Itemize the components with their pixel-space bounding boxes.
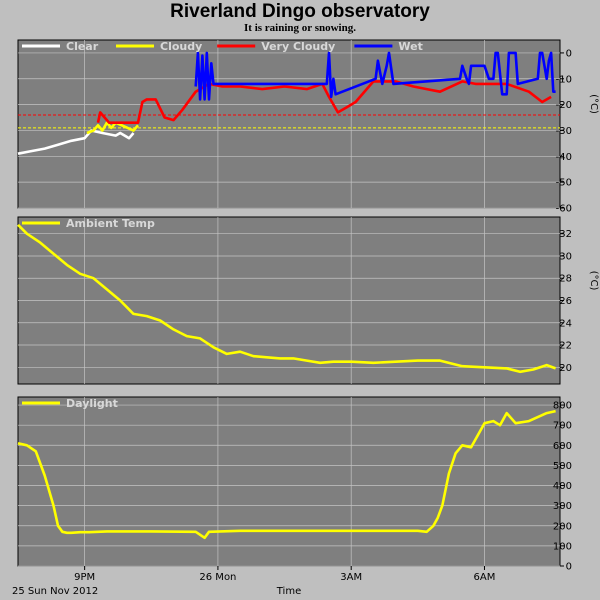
panel-background bbox=[17, 396, 561, 567]
series-line-very-cloudy bbox=[96, 80, 552, 124]
y-tick-label: 26 bbox=[559, 296, 572, 307]
legend-label: Daylight bbox=[66, 397, 118, 410]
y-tick-label: 30 bbox=[559, 251, 572, 262]
y-tick-label: 800 bbox=[553, 401, 572, 412]
y-tick-label: 0 bbox=[566, 562, 572, 573]
cloud-panel: 0 -10 -20 -30 -40 -50 -60 (°C) Clear Cloudy Very C… bbox=[17, 39, 599, 215]
y-tick-label: -10 bbox=[556, 74, 572, 85]
y-tick-label: 0 bbox=[566, 48, 572, 59]
y-tick-label: 32 bbox=[559, 229, 572, 240]
ambient-panel: 20 22 24 26 28 30 32 (°C) Ambient Temp bbox=[17, 216, 599, 385]
y-tick-label: 100 bbox=[553, 541, 572, 552]
legend-label: Ambient Temp bbox=[66, 217, 155, 230]
y-tick-label: 400 bbox=[553, 481, 572, 492]
y-tick-label: 300 bbox=[553, 501, 572, 512]
y-tick-label: 500 bbox=[553, 461, 572, 472]
y-tick-label: 24 bbox=[559, 318, 572, 329]
y-tick-label: 22 bbox=[559, 341, 572, 352]
legend-label: Wet bbox=[398, 40, 422, 53]
y-tick-label: 600 bbox=[553, 441, 572, 452]
legend-label: Cloudy bbox=[160, 40, 202, 53]
page-subtitle: It is raining or snowing. bbox=[244, 22, 356, 34]
y-tick-label: -60 bbox=[556, 204, 572, 215]
x-tick-label: 3AM bbox=[340, 572, 362, 583]
y-tick-label: 20 bbox=[559, 363, 572, 374]
y-axis-label: (°C) bbox=[588, 94, 599, 114]
x-axis-label: Time bbox=[276, 586, 301, 597]
x-date-label: 25 Sun Nov 2012 bbox=[12, 586, 98, 597]
daylight-panel: 0 100 200 300 400 500 600 700 800 Daylight bbox=[17, 396, 572, 573]
y-tick-label: 700 bbox=[553, 421, 572, 432]
y-tick-label: 28 bbox=[559, 274, 572, 285]
y-tick-label: -30 bbox=[556, 126, 572, 137]
series-line-cloudy bbox=[86, 121, 139, 135]
legend-label: Clear bbox=[66, 40, 99, 53]
x-tick-label: 26 Mon bbox=[199, 572, 236, 583]
series-line-ambient-temp bbox=[17, 223, 557, 374]
series-line-daylight bbox=[17, 409, 556, 540]
y-tick-label: -50 bbox=[556, 178, 572, 189]
series-line-wet bbox=[194, 51, 556, 101]
y-tick-label: 200 bbox=[553, 521, 572, 532]
legend-label: Very Cloudy bbox=[261, 40, 335, 53]
x-tick-label: 6AM bbox=[474, 572, 496, 583]
page-title: Riverland Dingo observatory bbox=[170, 1, 430, 22]
y-tick-label: -20 bbox=[556, 100, 572, 111]
y-axis-label: (°C) bbox=[588, 271, 599, 291]
y-tick-label: -40 bbox=[556, 152, 572, 163]
x-tick-label: 9PM bbox=[74, 572, 95, 583]
